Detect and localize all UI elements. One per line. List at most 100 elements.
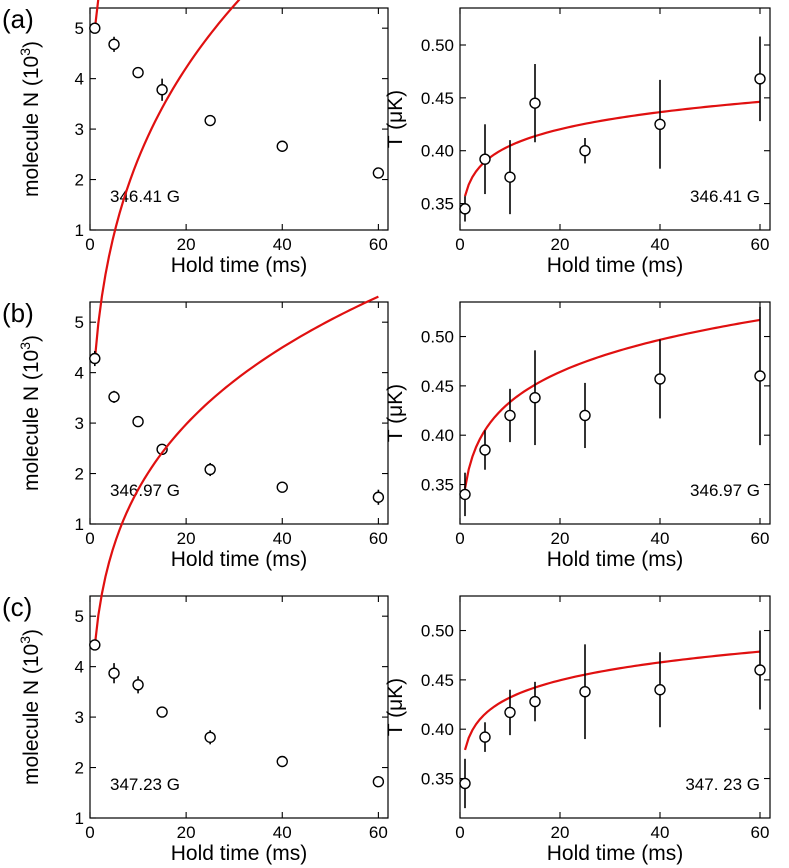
y-tick-label: 2 — [75, 759, 84, 778]
fit-curve — [463, 650, 761, 751]
x-tick-label: 40 — [651, 235, 670, 254]
x-tick-label: 20 — [551, 235, 570, 254]
x-tick-label: 20 — [551, 529, 570, 548]
data-point — [529, 392, 541, 404]
x-tick-label: 40 — [273, 235, 292, 254]
fit-curve — [93, 0, 241, 361]
data-point — [459, 203, 471, 215]
y-axis-title-sup: 3 — [17, 48, 33, 56]
x-tick-label: 40 — [273, 529, 292, 548]
y-tick-label: 0.45 — [421, 377, 454, 396]
field-annotation: 346.41 G — [110, 187, 180, 206]
y-tick-label: 0.40 — [421, 142, 454, 161]
x-axis-title: Hold time (ms) — [547, 842, 684, 865]
y-axis-title-sup: 3 — [17, 636, 33, 644]
data-point — [479, 153, 491, 165]
y-axis-title: T (μK) — [384, 384, 407, 442]
x-tick-label: 60 — [751, 235, 770, 254]
data-point — [372, 491, 385, 503]
x-tick-label: 20 — [177, 823, 196, 842]
y-axis-title: molecule N (103) — [17, 629, 43, 785]
y-tick-label: 4 — [75, 70, 84, 89]
plot-frame — [459, 7, 771, 231]
data-point — [132, 415, 144, 428]
data-point — [156, 84, 168, 96]
y-tick-label: 5 — [75, 313, 84, 332]
data-point — [579, 409, 591, 422]
y-tick-label: 1 — [75, 809, 84, 828]
plot-frame — [459, 301, 771, 525]
data-point — [276, 140, 288, 152]
data-point — [89, 639, 101, 651]
plot-frame — [89, 595, 389, 819]
data-point — [529, 97, 541, 109]
y-tick-label: 2 — [75, 171, 84, 190]
x-tick-label: 20 — [177, 529, 196, 548]
fit-curve — [463, 318, 761, 489]
y-tick-label: 3 — [75, 414, 84, 433]
x-tick-label: 40 — [273, 823, 292, 842]
data-point — [372, 167, 385, 179]
data-point — [654, 118, 666, 130]
chart-c-right: 0 20 40 60 0.35 0.40 0.45 0.50 Hold time (ms) T (… — [384, 595, 771, 865]
data-point — [529, 695, 541, 708]
x-axis-title: Hold time (ms) — [547, 254, 684, 277]
data-point — [132, 679, 144, 691]
data-point — [204, 114, 216, 127]
field-annotation: 347. 23 G — [685, 775, 760, 794]
field-annotation: 347.23 G — [110, 775, 180, 794]
data-point — [504, 706, 516, 719]
data-point — [754, 370, 766, 382]
x-tick-label: 0 — [455, 823, 464, 842]
y-tick-label: 0.45 — [421, 89, 454, 108]
y-tick-label: 0.50 — [421, 36, 454, 55]
x-axis-title: Hold time (ms) — [171, 254, 308, 277]
y-tick-label: 0.50 — [421, 328, 454, 347]
data-point — [754, 73, 766, 85]
x-tick-label: 40 — [651, 529, 670, 548]
data-point — [204, 463, 216, 476]
data-point — [754, 664, 766, 676]
y-tick-label: 3 — [75, 120, 84, 139]
plot-frame — [89, 301, 389, 525]
fit-curve — [93, 0, 100, 30]
y-axis-title: T (μK) — [384, 90, 407, 148]
chart-b-right: 0 20 40 60 0.35 0.40 0.45 0.50 Hold time (ms) T (… — [384, 301, 771, 571]
x-axis-title: Hold time (ms) — [171, 548, 308, 571]
x-tick-label: 20 — [177, 235, 196, 254]
data-point — [372, 775, 385, 788]
y-axis-title: T (μK) — [384, 678, 407, 736]
y-axis-title-main: molecule N (10 — [20, 644, 43, 785]
data-point — [276, 481, 288, 493]
field-annotation: 346.41 G — [690, 187, 760, 206]
x-tick-label: 0 — [85, 823, 94, 842]
panel-label-b: (b) — [2, 298, 34, 328]
y-tick-label: 4 — [75, 364, 84, 383]
data-point — [89, 352, 101, 365]
y-tick-label: 0.35 — [421, 476, 454, 495]
panel-label-a: (a) — [2, 4, 34, 34]
fit-curve — [93, 295, 379, 646]
x-tick-label: 60 — [751, 823, 770, 842]
data-point — [108, 38, 120, 51]
data-point — [504, 171, 516, 183]
field-annotation: 346.97 G — [110, 481, 180, 500]
data-point — [204, 731, 216, 743]
y-axis-title-end: ) — [20, 629, 43, 636]
y-axis-title-main: molecule N (10 — [20, 56, 43, 197]
y-tick-label: 0.45 — [421, 671, 454, 690]
y-tick-label: 5 — [75, 19, 84, 38]
x-tick-label: 0 — [455, 235, 464, 254]
y-tick-label: 0.35 — [421, 770, 454, 789]
data-point — [479, 731, 491, 743]
y-tick-label: 1 — [75, 221, 84, 240]
x-tick-label: 40 — [651, 823, 670, 842]
y-axis-title-sup: 3 — [17, 342, 33, 350]
data-point — [459, 488, 471, 501]
y-tick-label: 3 — [75, 708, 84, 727]
data-point — [156, 706, 168, 718]
chart-a-left: 0 20 40 60 1 2 3 4 5 Hold time (ms) molecule N (10… — [17, 0, 389, 277]
